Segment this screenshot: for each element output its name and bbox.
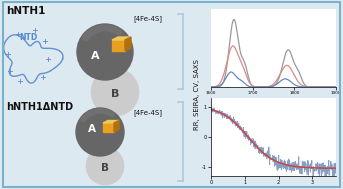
Text: [4Fe-4S]: [4Fe-4S] <box>133 15 162 22</box>
Text: RR, SEIRA, CV, SAXS: RR, SEIRA, CV, SAXS <box>194 60 200 130</box>
Polygon shape <box>112 40 125 51</box>
Polygon shape <box>114 121 119 132</box>
Text: A: A <box>88 124 96 134</box>
Text: hNTH1: hNTH1 <box>6 6 45 16</box>
Text: NTD: NTD <box>19 33 37 43</box>
Polygon shape <box>125 37 131 51</box>
Polygon shape <box>112 37 131 40</box>
Text: A: A <box>91 51 99 61</box>
Text: [4Fe-4S]: [4Fe-4S] <box>133 109 162 116</box>
Text: B: B <box>111 89 119 99</box>
Text: hNTH1ΔNTD: hNTH1ΔNTD <box>6 102 73 112</box>
Polygon shape <box>103 121 119 123</box>
Circle shape <box>76 108 124 156</box>
Circle shape <box>86 147 124 185</box>
Circle shape <box>77 24 133 80</box>
Polygon shape <box>103 123 114 132</box>
Circle shape <box>91 68 139 116</box>
Text: B: B <box>101 163 109 173</box>
